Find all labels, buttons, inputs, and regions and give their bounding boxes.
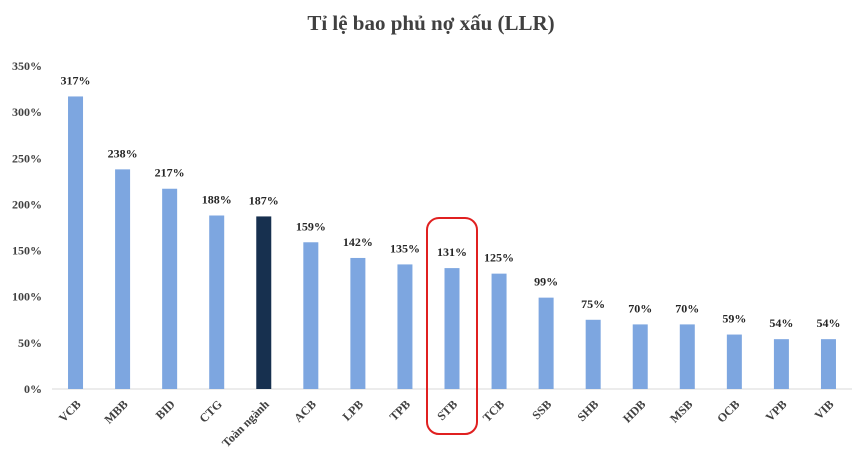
- y-tick-label: 0%: [24, 382, 42, 396]
- data-label: 135%: [390, 241, 420, 255]
- data-label: 125%: [484, 251, 514, 265]
- y-tick-label: 200%: [12, 197, 42, 211]
- x-tick-label: OCB: [714, 397, 742, 425]
- bar-vib: [820, 339, 836, 389]
- y-tick-label: 300%: [12, 105, 42, 119]
- bar-msb: [679, 324, 695, 389]
- data-label: 317%: [61, 73, 91, 87]
- bar-stb: [444, 268, 460, 389]
- bar-vpb: [773, 339, 789, 389]
- x-tick-label: SSB: [529, 397, 554, 422]
- bar-lpb: [350, 257, 366, 389]
- chart-title: Tỉ lệ bao phủ nợ xấu (LLR): [307, 11, 554, 35]
- bar-vcb: [68, 96, 84, 389]
- data-label: 59%: [722, 312, 746, 326]
- y-tick-label: 250%: [12, 151, 42, 165]
- bars: [68, 96, 836, 389]
- data-label: 70%: [628, 301, 652, 315]
- data-label: 187%: [249, 193, 279, 207]
- data-label: 75%: [581, 297, 605, 311]
- data-label: 217%: [155, 166, 185, 180]
- data-label: 131%: [437, 245, 467, 259]
- x-tick-label: HDB: [620, 397, 648, 425]
- data-label: 142%: [343, 235, 373, 249]
- bar-ssb: [538, 297, 554, 389]
- bar-acb: [303, 242, 319, 389]
- data-label: 54%: [769, 316, 793, 330]
- data-label: 70%: [675, 301, 699, 315]
- y-tick-label: 350%: [12, 59, 42, 73]
- x-tick-label: TPB: [387, 397, 413, 423]
- x-tick-label: VCB: [56, 397, 84, 425]
- x-tick-label: LPB: [340, 397, 366, 423]
- x-tick-label: MBB: [101, 397, 130, 426]
- x-tick-label: Toàn ngành: [219, 397, 272, 450]
- data-label: 99%: [534, 275, 558, 289]
- highlight-annotation: [426, 217, 478, 435]
- x-tick-label: CTG: [197, 397, 225, 425]
- y-axis: 0% 50% 100% 150% 200% 250% 300% 350%: [12, 59, 852, 396]
- x-tick-label: SHB: [574, 397, 601, 424]
- data-label: 159%: [296, 219, 326, 233]
- data-label: 188%: [202, 193, 232, 207]
- y-tick-label: 150%: [12, 244, 42, 258]
- x-tick-label: BID: [153, 397, 178, 422]
- bar-tcb: [491, 273, 507, 389]
- bar-mbb: [115, 169, 131, 389]
- bar-bid: [162, 188, 178, 389]
- bar-tpb: [397, 264, 413, 389]
- x-tick-label: TCB: [480, 397, 507, 424]
- data-labels: 317% 238% 217% 188% 187% 159% 142% 135% 131% 125%…: [61, 73, 841, 330]
- x-tick-label: MSB: [667, 397, 695, 425]
- stb-highlight-outline: [426, 217, 478, 435]
- bar-hdb: [632, 324, 648, 389]
- bar-ocb: [726, 334, 742, 389]
- data-label: 54%: [816, 316, 840, 330]
- y-tick-label: 100%: [12, 290, 42, 304]
- data-label: 238%: [108, 146, 138, 160]
- y-tick-label: 50%: [18, 336, 42, 350]
- bar-shb: [585, 319, 601, 389]
- bar-toàn-ngành: [256, 216, 272, 389]
- x-tick-label: ACB: [291, 397, 319, 425]
- x-tick-label: STB: [434, 397, 460, 423]
- bar-ctg: [209, 215, 225, 389]
- x-tick-label: VIB: [812, 397, 837, 422]
- x-tick-label: VPB: [763, 397, 790, 424]
